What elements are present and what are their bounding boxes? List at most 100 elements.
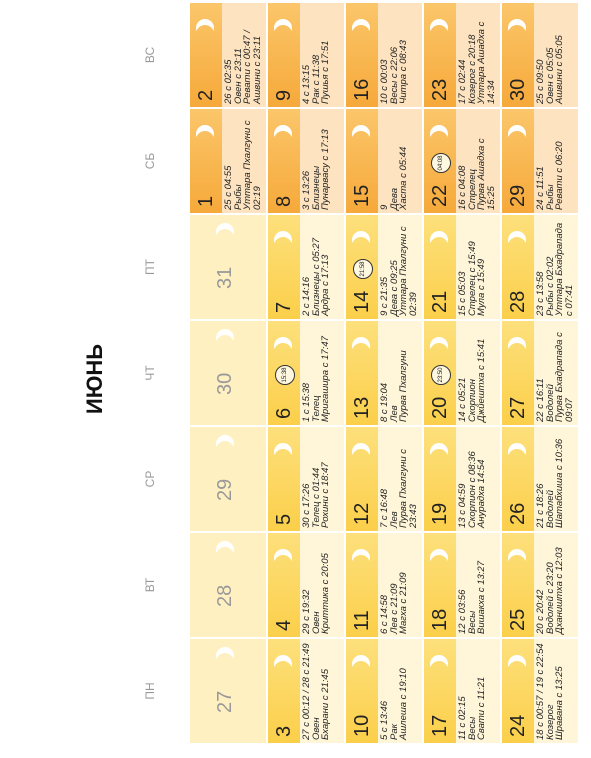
moon-icon [352, 131, 370, 149]
moon-icon [196, 25, 214, 43]
day-info: 7 с 16:48 Лев Пурва Пхалгуни с 23:43 [378, 427, 422, 531]
day-cell: 2 26 с 02:35 Овен с 23:11 Ревати с 00:47 /А… [190, 3, 266, 107]
moon-icon [216, 441, 234, 459]
day-header: 8 [268, 109, 300, 213]
day-number: 15 [351, 184, 373, 207]
day-header: 25 [502, 533, 534, 637]
day-number: 9 [273, 89, 295, 101]
phase-marker: 21:58 [353, 259, 373, 279]
day-header: 5 [268, 427, 300, 531]
day-number: 10 [351, 714, 373, 737]
moon-icon [274, 343, 292, 361]
day-header: 10 [346, 639, 378, 743]
day-number: 29 [507, 184, 529, 207]
day-cell: 28 [190, 533, 266, 637]
day-cell: 15 9 Дева Хаста с 05:44 [346, 109, 422, 213]
day-cell: 16 10 с 00:03 Весы с 22:06 Читра с 08:43 [346, 3, 422, 107]
day-number: 30 [507, 78, 529, 101]
day-header: 31 [190, 215, 266, 319]
info-line: Пурва Пхалгуни [398, 350, 409, 422]
day-header: 20 23:50 [424, 321, 456, 425]
info-line: Пурва Бхадрапада с 09:07 [554, 332, 575, 422]
moon-icon [196, 131, 214, 149]
day-info: 10 с 00:03 Весы с 22:06 Читра с 08:43 [378, 3, 422, 107]
day-number: 29 [214, 478, 236, 501]
info-line: Пурва Ашадха с 15:25 [476, 138, 497, 210]
day-cell: 21 15 с 05:03 Стрелец с 15:49 Мула с 15:49 [424, 215, 500, 319]
day-header: 11 [346, 533, 378, 637]
day-number: 18 [429, 608, 451, 631]
day-info: 25 с 09:50 Овен с 05:05 Ашвини с 05:05 [534, 3, 578, 107]
day-number: 1 [195, 195, 217, 207]
day-header: 1 [190, 109, 222, 213]
day-number: 22 [429, 184, 451, 207]
phase-marker: 04:08 [431, 153, 451, 173]
day-number: 25 [507, 608, 529, 631]
day-header: 13 [346, 321, 378, 425]
day-cell: 8 3 с 13:26 Близнецы Пунарвасу с 17:13 [268, 109, 344, 213]
day-info: 21 с 18:26 Водолей Шатабхиша с 10:36 [534, 427, 578, 531]
day-cell: 6 15:38 1 с 15:38 Телец Мригашира с 17:47 [268, 321, 344, 425]
info-line: Вишакха с 13:27 [476, 560, 487, 634]
day-info: 3 с 13:26 Близнецы Пунарвасу с 17:13 [300, 109, 344, 213]
day-number: 11 [351, 610, 373, 631]
info-line: Хаста с 05:44 [398, 146, 409, 210]
info-line: Криттика с 20:05 [320, 553, 331, 634]
info-line: Свати с 11:21 [476, 676, 487, 740]
day-number: 28 [507, 290, 529, 313]
day-cell: 18 12 с 03:56 Весы Вишакха с 13:27 [424, 533, 500, 637]
info-line: Джйештха с 15:41 [476, 338, 487, 422]
weekday-label: ПН [143, 682, 157, 700]
day-number: 23 [429, 78, 451, 101]
day-cell: 17 11 с 02:15 Весы Свати с 11:21 [424, 639, 500, 743]
day-cell: 23 17 с 02:44 Козерог с 20:18 Уттара Ашадха… [424, 3, 500, 107]
info-line: Ашлеша с 19:10 [398, 668, 409, 740]
moon-icon [216, 229, 234, 247]
day-info: 18 с 00:57 / 19 с 22:54 Козерог Шравана с … [534, 639, 578, 743]
day-header: 9 [268, 3, 300, 107]
day-number: 5 [273, 513, 295, 525]
day-header: 6 15:38 [268, 321, 300, 425]
moon-icon [508, 449, 526, 467]
day-cell: 22 04:08 16 с 04:08 Стрелец Пурва Ашадха с 1… [424, 109, 500, 213]
day-number: 17 [429, 714, 451, 737]
day-header: 4 [268, 533, 300, 637]
info-line: Уттара Пхалгуни с 02:19 [242, 120, 263, 210]
moon-icon [274, 25, 292, 43]
moon-icon [216, 335, 234, 353]
day-cell: 19 13 с 04:59 Скорпион с 08:36 Анурадха 14:… [424, 427, 500, 531]
moon-icon [430, 25, 448, 43]
day-cell: 30 25 с 09:50 Овен с 05:05 Ашвини с 05:05 [502, 3, 578, 107]
moon-icon [216, 653, 234, 671]
moon-icon [430, 237, 448, 255]
moon-icon [508, 25, 526, 43]
day-number: 7 [273, 301, 295, 313]
day-header: 2 [190, 3, 222, 107]
day-info: 12 с 03:56 Весы Вишакха с 13:27 [456, 533, 500, 637]
moon-icon [508, 237, 526, 255]
day-header: 21 [424, 215, 456, 319]
info-line: Пушья с 17:51 [320, 40, 331, 104]
moon-icon [430, 343, 448, 361]
day-header: 28 [502, 215, 534, 319]
day-info: 22 с 16:11 Водолей Пурва Бхадрапада с 09:0… [534, 321, 578, 425]
day-number: 4 [273, 619, 295, 631]
day-cell: 5 30 с 17:26 Телец с 01:44 Рохини с 18:47 [268, 427, 344, 531]
info-line: Ашвини с 23:11 [251, 35, 263, 104]
day-cell: 29 24 с 11:51 Рыбы Ревати с 06:20 [502, 109, 578, 213]
day-info: 1 с 15:38 Телец Мригашира с 17:47 [300, 321, 344, 425]
day-cell: 27 [190, 639, 266, 743]
day-header: 23 [424, 3, 456, 107]
day-header: 15 [346, 109, 378, 213]
day-info: 9 Дева Хаста с 05:44 [378, 109, 422, 213]
day-cell: 9 4 с 13:15 Рак с 11:38 Пушья с 17:51 [268, 3, 344, 107]
phase-marker: 23:50 [431, 365, 451, 385]
day-cell: 28 23 с 13:58 Рыбы с 02:02 Уттара Бхадрапад… [502, 215, 578, 319]
day-cell: 10 5 с 13:46 Рак Ашлеша с 19:10 [346, 639, 422, 743]
day-number: 21 [429, 290, 451, 313]
day-cell: 29 [190, 427, 266, 531]
day-number: 2 [195, 89, 217, 101]
day-info: 26 с 02:35 Овен с 23:11 Ревати с 00:47 /Аш… [222, 3, 266, 107]
moon-icon [508, 343, 526, 361]
info-line: Анурадха 14:54 [476, 459, 487, 528]
